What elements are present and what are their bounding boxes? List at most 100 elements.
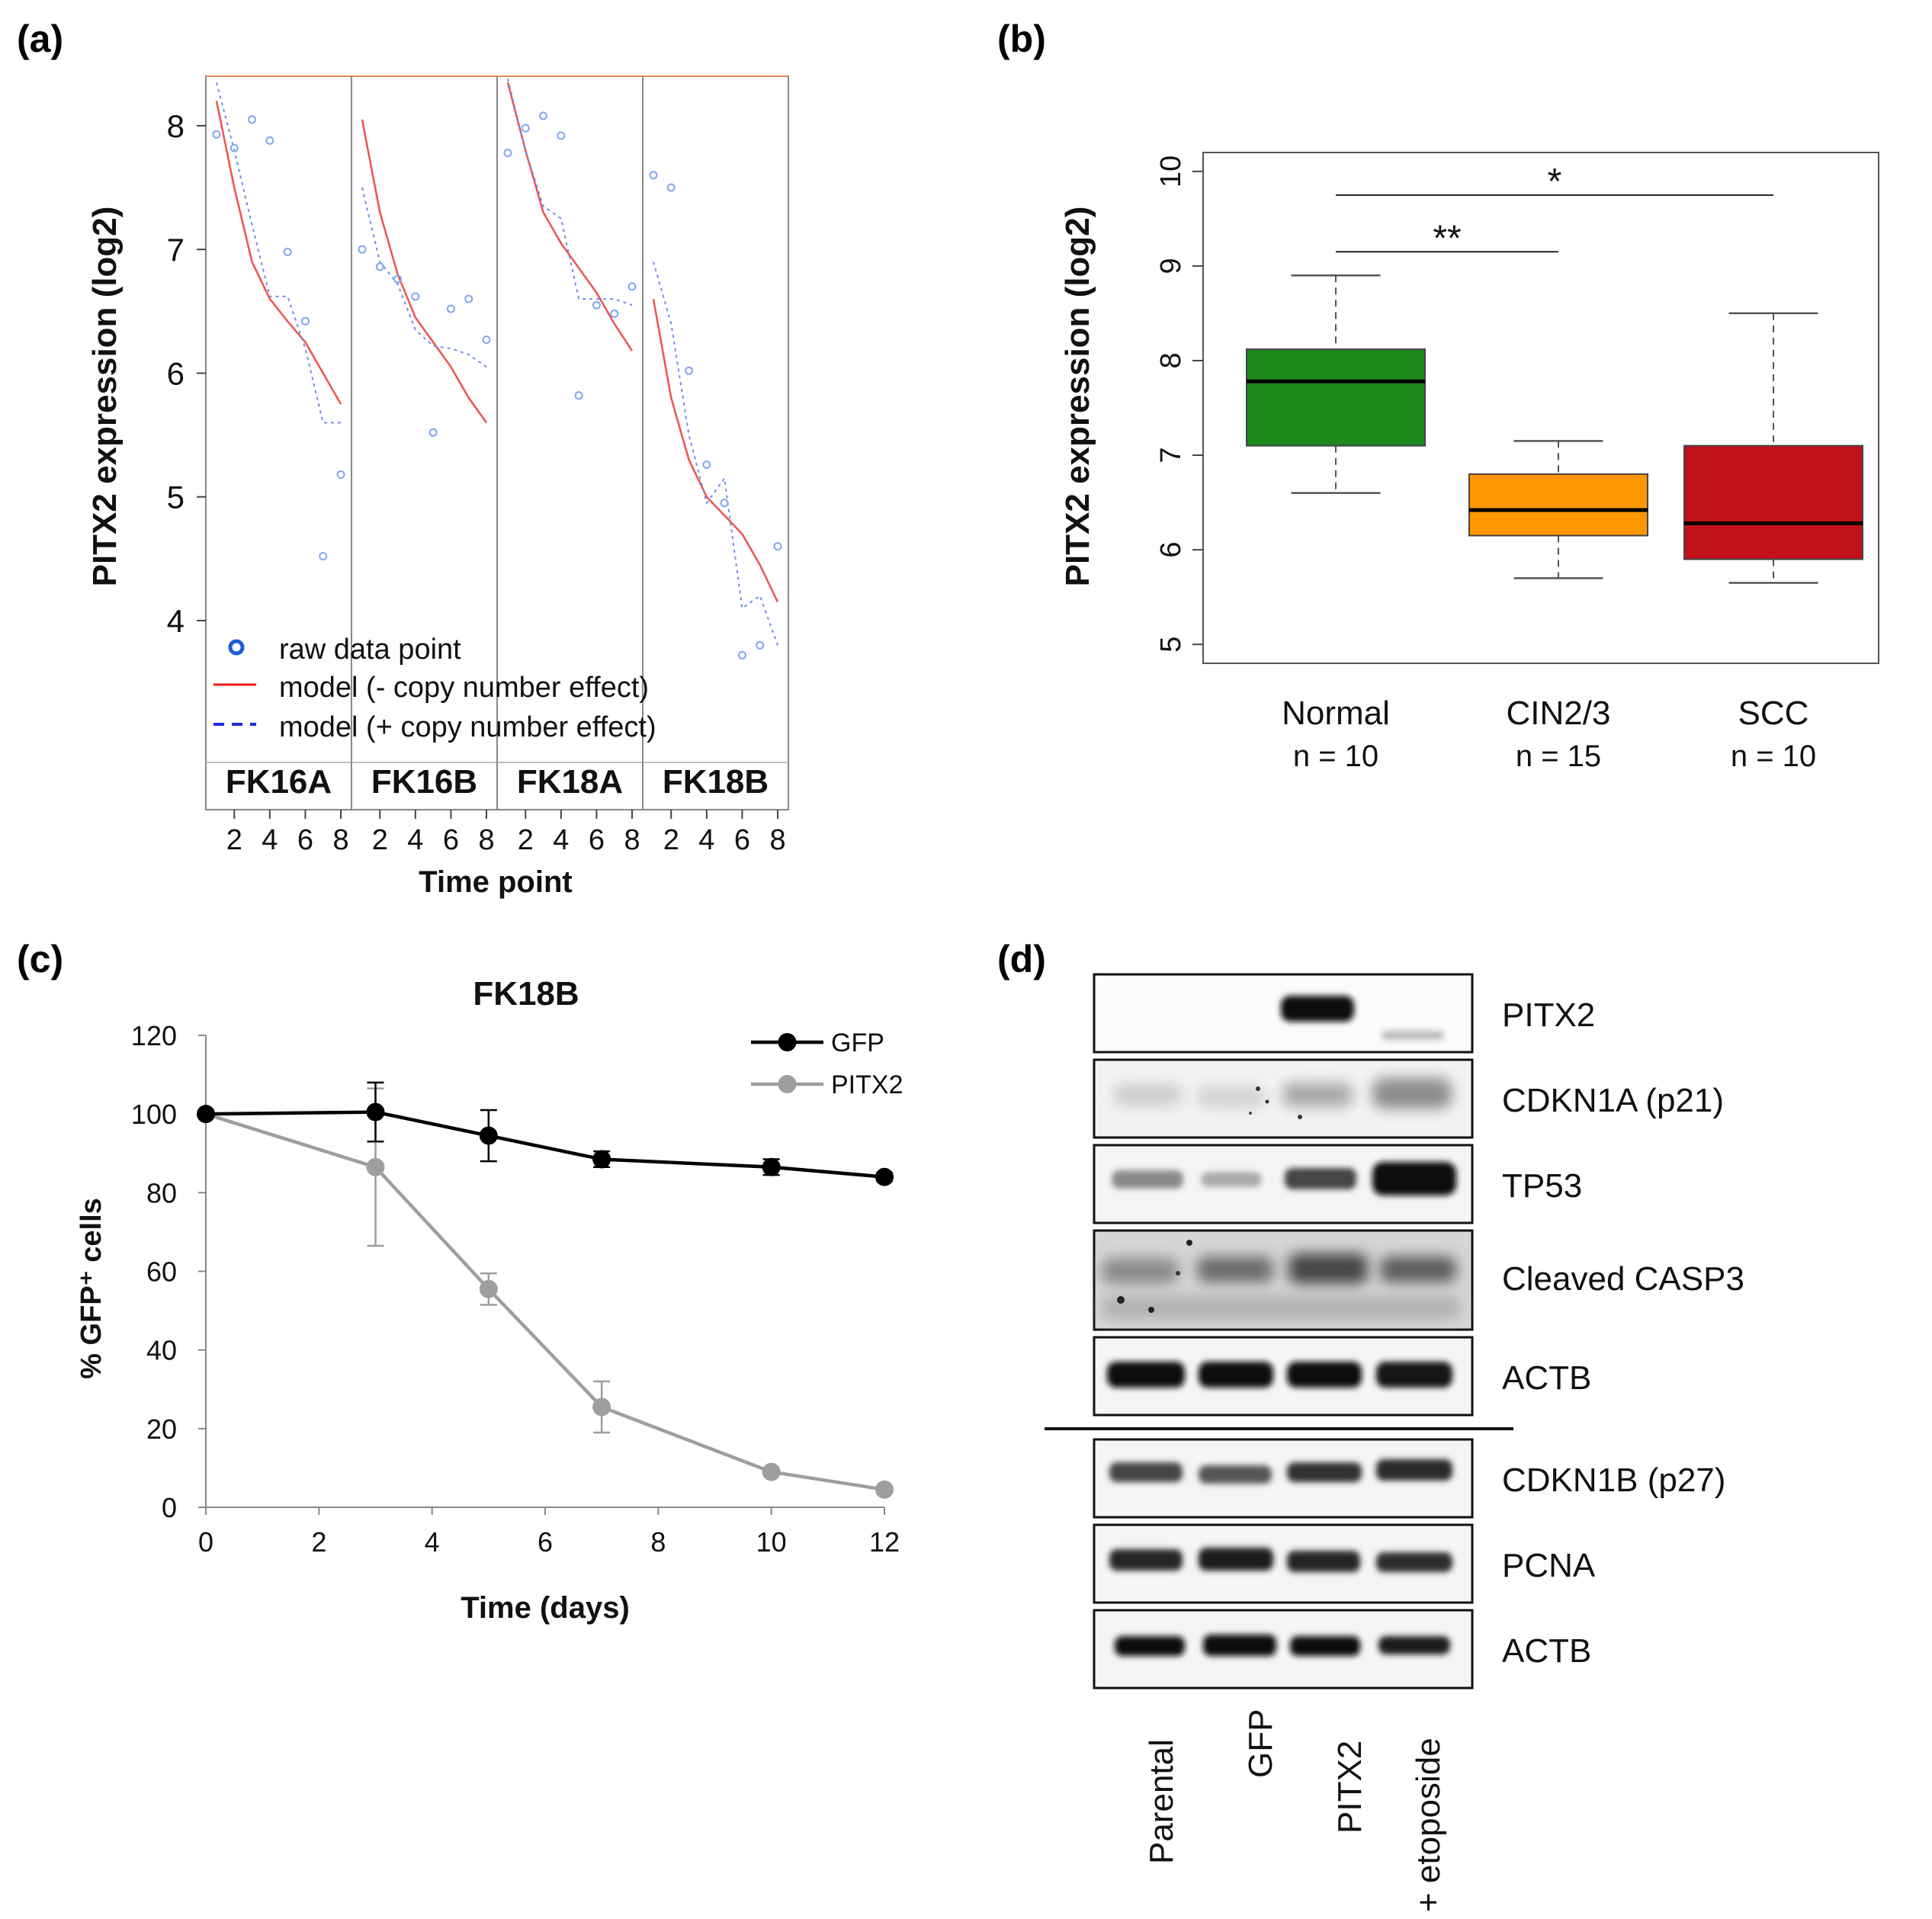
b-n-label: n = 15 xyxy=(1516,740,1601,773)
a-raw-point xyxy=(283,247,292,256)
a-raw-point xyxy=(702,460,711,470)
b-ytick-label: 5 xyxy=(1155,637,1187,653)
blot-label-cdkn1a: CDKN1A (p21) xyxy=(1502,1082,1724,1119)
a-xtick-label: 8 xyxy=(332,824,348,856)
b-box-normal xyxy=(1246,348,1426,447)
a-raw-point xyxy=(212,130,221,139)
legend-raw-label: raw data point xyxy=(279,634,461,666)
blot-label-actb-1: ACTB xyxy=(1502,1359,1591,1397)
blot-label-casp3: Cleaved CASP3 xyxy=(1502,1260,1744,1298)
a-raw-point xyxy=(720,499,729,508)
panel-a-ylabel: PITX2 expression (log2) xyxy=(86,207,124,587)
b-category-label: SCC xyxy=(1738,695,1809,732)
panel-a-xlabel: Time point xyxy=(419,865,572,899)
c-point-pitx2 xyxy=(762,1462,781,1481)
blot-label-pitx2: PITX2 xyxy=(1502,996,1595,1034)
c-legend-marker-gfp xyxy=(778,1033,797,1051)
c-xtick-label: 12 xyxy=(869,1526,900,1558)
b-sig-label: ** xyxy=(1433,218,1461,258)
c-line-pitx2 xyxy=(205,1112,885,1492)
b-n-label: n = 10 xyxy=(1731,740,1816,773)
a-model-plus-line-fk16a xyxy=(216,82,342,424)
panel-b-label: (b) xyxy=(997,18,1046,60)
a-raw-point xyxy=(574,391,583,400)
blot-label-tp53: TP53 xyxy=(1502,1167,1582,1205)
blot-label-actb-2: ACTB xyxy=(1502,1632,1591,1670)
c-ytick-label: 20 xyxy=(146,1414,177,1445)
c-point-gfp xyxy=(366,1102,385,1122)
a-raw-point xyxy=(592,300,601,310)
blot-actb-1: ACTB xyxy=(1093,1336,1591,1417)
a-raw-point xyxy=(737,650,746,659)
c-xtick-label: 2 xyxy=(311,1526,326,1558)
a-raw-point xyxy=(265,136,274,145)
c-ytick-label: 40 xyxy=(146,1335,177,1366)
b-n-label: n = 10 xyxy=(1293,740,1378,773)
b-ytick-label: 10 xyxy=(1155,156,1187,188)
a-xtick-label: 2 xyxy=(226,824,242,856)
panel-d-blots: PITX2 CDKN1A (p21) TP53 xyxy=(1045,973,1744,1912)
a-facet-label-fk16a: FK16A xyxy=(226,763,332,801)
c-line-gfp xyxy=(205,1110,885,1179)
a-facet-label-fk18a: FK18A xyxy=(517,763,623,801)
c-point-gfp xyxy=(592,1150,611,1169)
c-ytick-label: 100 xyxy=(131,1099,177,1130)
a-xtick-label: 8 xyxy=(478,824,494,856)
b-box-cin2-3 xyxy=(1468,473,1648,537)
a-facet-label-fk18b: FK18B xyxy=(663,763,769,801)
a-raw-point xyxy=(229,143,239,152)
c-point-gfp xyxy=(762,1157,781,1176)
c-legend-label-pitx2: PITX2 xyxy=(831,1070,903,1099)
a-raw-point xyxy=(557,131,566,140)
blot-actb-2: ACTB xyxy=(1093,1609,1591,1690)
blot-cdkn1a: CDKN1A (p21) xyxy=(1093,1058,1724,1139)
a-raw-point xyxy=(482,335,491,345)
a-xtick-label: 4 xyxy=(262,824,278,856)
b-ytick-label: 6 xyxy=(1155,542,1187,558)
a-raw-point xyxy=(393,274,403,284)
panel-b-ylabel: PITX2 expression (log2) xyxy=(1059,207,1096,587)
c-point-gfp xyxy=(875,1167,894,1186)
blot-casp3: Cleaved CASP3 xyxy=(1093,1229,1744,1331)
c-ytick-label: 60 xyxy=(146,1256,177,1288)
b-ytick-label: 9 xyxy=(1155,258,1187,274)
a-ytick-label: 7 xyxy=(167,232,185,268)
c-xtick-label: 6 xyxy=(538,1526,553,1558)
c-xtick-label: 10 xyxy=(756,1526,787,1558)
a-xtick-label: 6 xyxy=(589,824,605,856)
a-raw-point xyxy=(521,124,530,133)
blot-label-pcna: PCNA xyxy=(1502,1547,1596,1584)
a-raw-point xyxy=(375,262,384,271)
a-raw-point xyxy=(503,149,512,158)
panel-a-legend: raw data point model (- copy number effe… xyxy=(213,634,656,743)
a-raw-point xyxy=(685,366,694,375)
a-raw-point xyxy=(300,316,310,326)
blot-label-cdkn1b: CDKN1B (p27) xyxy=(1502,1462,1725,1499)
a-raw-point xyxy=(627,282,637,291)
a-raw-point xyxy=(446,304,455,313)
c-point-pitx2 xyxy=(875,1480,894,1499)
a-ytick-label: 5 xyxy=(167,480,185,515)
panel-c-chart: FK18B 0 20 40 60 80 100 120 0 2 4 6 8 10 12 GFP PITX2 %… xyxy=(75,975,903,1625)
a-raw-point xyxy=(539,111,548,120)
b-category-label: CIN2/3 xyxy=(1507,695,1611,732)
lane-label-parental: Parental xyxy=(1143,1739,1180,1864)
b-sig-label: * xyxy=(1548,162,1562,202)
legend-model-minus-label: model (- copy number effect) xyxy=(279,672,649,704)
a-raw-point xyxy=(336,470,345,479)
a-raw-point xyxy=(358,245,367,254)
panel-b-chart: 5 6 7 8 9 10 Normal n = 10 CIN2/3 n = 15 SCC n = 10… xyxy=(1059,152,1879,773)
c-ytick-label: 0 xyxy=(162,1492,177,1523)
a-raw-point xyxy=(610,310,619,319)
a-raw-point xyxy=(756,640,765,650)
a-model-plus-line-fk18a xyxy=(507,79,633,306)
c-point-gfp xyxy=(479,1126,498,1145)
a-raw-point xyxy=(411,292,420,301)
blot-tp53: TP53 xyxy=(1093,1144,1582,1224)
panel-d-label: (d) xyxy=(997,938,1046,980)
a-xtick-label: 6 xyxy=(734,824,750,856)
a-xtick-label: 6 xyxy=(297,824,313,856)
a-model-minus-line-fk16b xyxy=(361,119,488,424)
c-point-pitx2 xyxy=(592,1398,611,1417)
